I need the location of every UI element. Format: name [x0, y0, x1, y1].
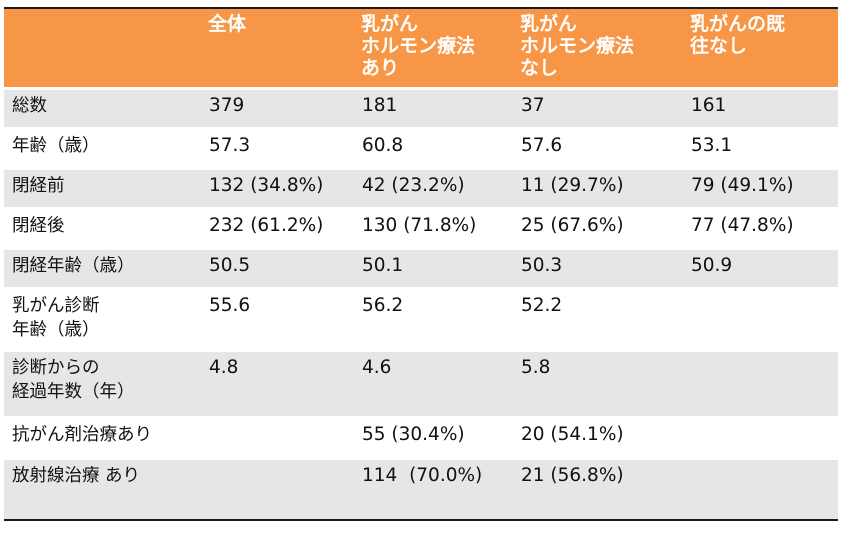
table-cell: 55 (30.4%) [354, 415, 513, 458]
header-text: ホルモン療法 [361, 35, 476, 57]
row-label-text: 閉経年齢（歳） [12, 255, 135, 276]
row-label-text: 放射線治療 あり [12, 465, 141, 486]
table-cell: 55.6 [201, 286, 354, 350]
header-text: 乳がん [361, 13, 419, 35]
table-cell [201, 456, 354, 520]
table-cell: 161 [683, 86, 838, 128]
row-label-text: 閉経後 [12, 215, 65, 236]
row-label: 閉経前 [4, 166, 201, 208]
table-cell: 42 (23.2%) [354, 166, 513, 208]
row-label: 閉経年齢（歳） [4, 246, 201, 288]
row-label-text: 年齢（歳） [12, 135, 100, 156]
table-cell: 50.3 [513, 246, 683, 288]
table-cell: 132 (34.8%) [201, 166, 354, 208]
table-cell: 50.1 [354, 246, 513, 288]
table-row: 総数 379 181 37 161 [4, 86, 838, 128]
row-label: 抗がん剤治療あり [4, 415, 201, 458]
row-label: 放射線治療 あり [4, 456, 201, 520]
table-row: 診断からの 経過年数（年） 4.8 4.6 5.8 [4, 348, 838, 417]
table-cell [683, 348, 838, 417]
table-cell: 20 (54.1%) [513, 415, 683, 458]
row-label-text: 閉経前 [12, 175, 65, 196]
table-cell: 181 [354, 86, 513, 128]
table-cell [201, 415, 354, 458]
table-cell: 4.6 [354, 348, 513, 417]
row-label: 総数 [4, 86, 201, 128]
table-cell: 114 (70.0%) [354, 456, 513, 520]
header-cell-overall: 全体 [201, 8, 354, 89]
patient-characteristics-table: 全体 乳がん ホルモン療法 あり 乳がん ホルモン療法 なし 乳がんの既 往なし… [4, 7, 838, 521]
header-text: 乳がん [520, 13, 578, 35]
header-text: なし [520, 57, 559, 79]
table-cell: 21 (56.8%) [513, 456, 683, 520]
row-label-text: 抗がん剤治療あり [12, 424, 152, 445]
header-text: あり [361, 57, 400, 79]
row-label: 乳がん診断 年齢（歳） [4, 286, 201, 350]
table-cell: 130 (71.8%) [354, 206, 513, 248]
header-text: 乳がんの既 [690, 13, 786, 35]
table-cell: 50.5 [201, 246, 354, 288]
table-row: 抗がん剤治療あり 55 (30.4%) 20 (54.1%) [4, 415, 838, 458]
header-cell-blank [4, 8, 201, 89]
header-text: ホルモン療法 [520, 35, 635, 57]
header-text: 全体 [208, 13, 247, 35]
row-label-text: 経過年数（年） [12, 381, 135, 402]
table-cell: 53.1 [683, 126, 838, 168]
table-row: 閉経後 232 (61.2%) 130 (71.8%) 25 (67.6%) 7… [4, 206, 838, 248]
table-cell [683, 415, 838, 458]
table-cell: 57.6 [513, 126, 683, 168]
table-cell: 11 (29.7%) [513, 166, 683, 208]
header-cell-no-history: 乳がんの既 往なし [683, 8, 838, 89]
table-cell: 5.8 [513, 348, 683, 417]
table-cell: 57.3 [201, 126, 354, 168]
table-cell: 52.2 [513, 286, 683, 350]
table-cell: 77 (47.8%) [683, 206, 838, 248]
table-cell: 37 [513, 86, 683, 128]
table-row: 閉経前 132 (34.8%) 42 (23.2%) 11 (29.7%) 79… [4, 166, 838, 208]
header-cell-hormone-yes: 乳がん ホルモン療法 あり [354, 8, 513, 89]
table-cell: 4.8 [201, 348, 354, 417]
table-cell [683, 456, 838, 520]
row-label: 診断からの 経過年数（年） [4, 348, 201, 417]
row-label-text: 総数 [12, 95, 47, 116]
table-cell: 56.2 [354, 286, 513, 350]
table-cell: 379 [201, 86, 354, 128]
table-row: 乳がん診断 年齢（歳） 55.6 56.2 52.2 [4, 286, 838, 350]
table-row: 放射線治療 あり 114 (70.0%) 21 (56.8%) [4, 456, 838, 520]
header-cell-hormone-no: 乳がん ホルモン療法 なし [513, 8, 683, 89]
table-cell [683, 286, 838, 350]
header-row: 全体 乳がん ホルモン療法 あり 乳がん ホルモン療法 なし 乳がんの既 往なし [4, 8, 838, 89]
row-label-text: 乳がん診断 [12, 295, 100, 316]
row-label-text: 年齢（歳） [12, 319, 100, 340]
table-cell: 25 (67.6%) [513, 206, 683, 248]
table-cell: 79 (49.1%) [683, 166, 838, 208]
row-label: 年齢（歳） [4, 126, 201, 168]
table-cell: 60.8 [354, 126, 513, 168]
table-row: 年齢（歳） 57.3 60.8 57.6 53.1 [4, 126, 838, 168]
header-text: 往なし [690, 35, 748, 57]
table-row: 閉経年齢（歳） 50.5 50.1 50.3 50.9 [4, 246, 838, 288]
table-cell: 232 (61.2%) [201, 206, 354, 248]
table-cell: 50.9 [683, 246, 838, 288]
row-label-text: 診断からの [12, 357, 100, 378]
row-label: 閉経後 [4, 206, 201, 248]
